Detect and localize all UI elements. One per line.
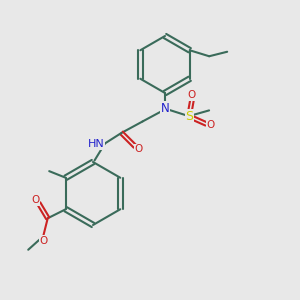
- Text: O: O: [134, 144, 143, 154]
- Text: N: N: [160, 101, 169, 115]
- Text: O: O: [206, 120, 215, 130]
- Text: O: O: [39, 236, 47, 246]
- Text: HN: HN: [88, 139, 104, 149]
- Text: S: S: [186, 110, 194, 123]
- Text: O: O: [32, 195, 40, 205]
- Text: O: O: [188, 90, 196, 100]
